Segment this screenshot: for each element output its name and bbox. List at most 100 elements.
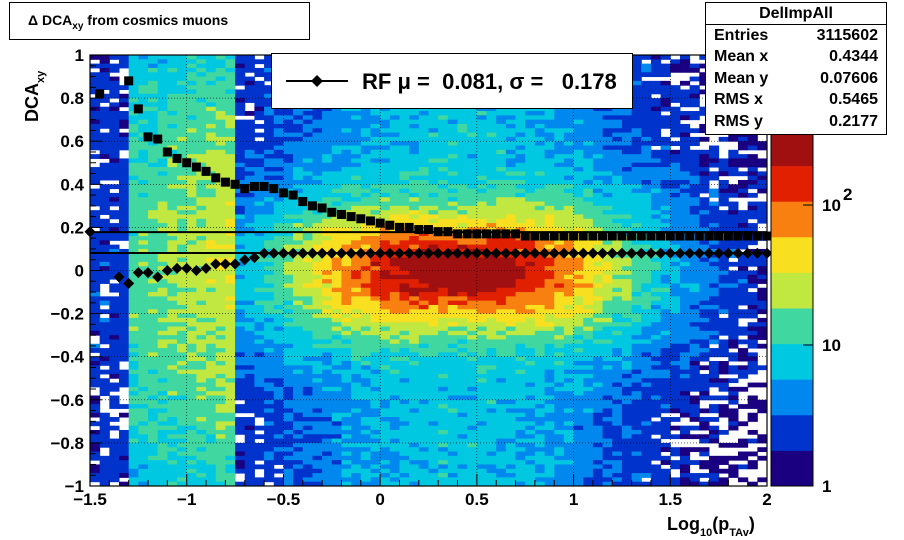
heat-cell (505, 399, 517, 405)
heat-cell (215, 89, 226, 95)
heat-cell (438, 468, 449, 474)
heat-cell (525, 417, 536, 422)
heat-cell (254, 248, 265, 254)
heat-cell (486, 214, 497, 220)
heat-cell (273, 378, 284, 384)
heat-cell (447, 417, 459, 422)
heat-cell (157, 356, 168, 362)
heat-cell (128, 248, 139, 254)
heat-cell (225, 111, 236, 116)
heat-cell (351, 119, 362, 125)
heat-cell (302, 192, 313, 198)
heat-cell (438, 473, 449, 478)
heat-cell (476, 296, 488, 302)
heat-cell (515, 205, 526, 211)
heat-cell (389, 373, 400, 379)
heat-cell (389, 162, 400, 168)
heat-cell (322, 421, 333, 427)
heat-cell (254, 296, 265, 302)
heat-cell (177, 429, 188, 435)
heat-cell (496, 317, 507, 323)
heat-cell (399, 175, 410, 181)
heat-cell (496, 270, 507, 276)
heat-cell (90, 210, 101, 215)
heat-cell (322, 404, 333, 409)
heat-cell (322, 283, 333, 289)
heat-cell (544, 425, 555, 431)
heat-cell (360, 313, 371, 319)
heat-cell (235, 391, 246, 396)
heat-cell (351, 322, 362, 328)
heat-cell (128, 201, 139, 207)
heat-cell (370, 339, 381, 345)
heat-cell (351, 404, 362, 409)
heat-cell (90, 231, 101, 237)
heat-cell (341, 248, 352, 254)
heat-cell (380, 352, 391, 358)
heat-cell (99, 412, 110, 418)
heat-cell (293, 244, 304, 250)
heat-cell (157, 128, 168, 134)
heat-cell (148, 231, 159, 237)
heat-cell (341, 270, 352, 276)
heat-cell (380, 326, 391, 332)
heat-cell (90, 72, 101, 78)
heat-cell (534, 274, 546, 280)
heat-cell (331, 248, 342, 254)
heat-cell (399, 304, 410, 310)
heat-cell (157, 425, 168, 431)
heat-cell (254, 322, 265, 328)
heat-cell (360, 455, 371, 461)
heat-cell (225, 455, 236, 461)
heat-cell (186, 63, 197, 69)
heat-cell (322, 248, 333, 254)
heat-cell (177, 378, 188, 384)
heat-cell (573, 145, 584, 151)
heat-cell (341, 434, 352, 440)
heat-cell (148, 412, 159, 418)
heat-cell (515, 373, 526, 379)
heat-cell (322, 167, 333, 172)
heat-cell (418, 283, 429, 289)
heat-cell (505, 223, 517, 228)
heat-cell (554, 171, 565, 177)
heat-cell (138, 145, 149, 151)
heat-cell (563, 477, 575, 483)
heat-cell (273, 339, 284, 345)
heat-cell (264, 266, 275, 271)
heat-cell (186, 119, 197, 125)
heat-cell (293, 283, 304, 289)
heat-cell (476, 111, 488, 116)
heat-cell (351, 438, 362, 444)
heat-cell (525, 373, 536, 379)
heat-cell (90, 317, 101, 323)
heat-cell (544, 339, 555, 345)
heat-cell (235, 373, 246, 379)
heat-cell (351, 283, 362, 289)
heat-cell (428, 473, 439, 478)
heat-cell (380, 421, 391, 427)
heat-cell (370, 111, 381, 116)
heat-cell (525, 429, 536, 435)
heat-cell (293, 279, 304, 284)
heat-cell (331, 481, 342, 487)
heat-cell (467, 231, 478, 237)
heat-cell (525, 352, 536, 358)
heat-cell (215, 119, 226, 125)
heat-cell (244, 468, 255, 474)
heat-cell (302, 451, 313, 457)
heat-cell (109, 80, 120, 86)
heat-cell (157, 231, 168, 237)
heat-cell (128, 184, 139, 190)
heat-cell (167, 365, 178, 371)
heat-cell (157, 283, 168, 289)
heat-cell (428, 468, 439, 474)
heat-cell (428, 365, 439, 371)
heat-cell (476, 279, 488, 284)
heat-cell (380, 408, 391, 414)
heat-cell (206, 339, 217, 345)
heat-cell (322, 171, 333, 177)
heat-cell (186, 192, 197, 198)
heat-cell (447, 473, 459, 478)
heat-cell (196, 154, 207, 159)
